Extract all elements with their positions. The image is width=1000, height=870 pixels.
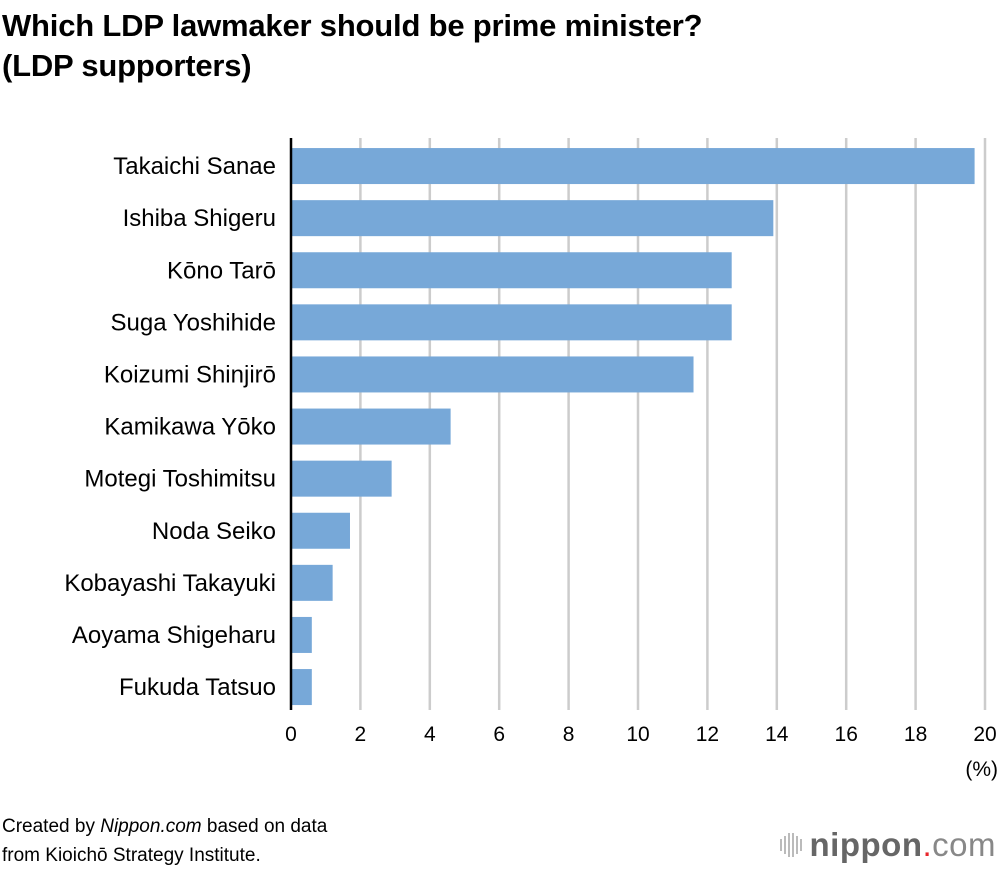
bar-chart: 0 2 4 6 8 10 12 14 16 18 20 Takaichi Sanae Ishiba Sh… [64, 138, 998, 781]
logo-name: nippon [809, 826, 923, 863]
x-tick-label: 10 [626, 723, 649, 746]
logo-dot: . [922, 826, 933, 863]
x-tick-label: 0 [285, 723, 297, 746]
category-label: Kobayashi Takayuki [64, 570, 276, 597]
source-credit: Created by Nippon.com based on data from… [2, 812, 327, 870]
category-label: Koizumi Shinjirō [104, 361, 276, 388]
x-tick-label: 18 [904, 723, 927, 746]
x-tick-label: 2 [355, 723, 367, 746]
chart-title: Which LDP lawmaker should be prime minis… [2, 6, 703, 86]
x-tick-label: 20 [973, 723, 996, 746]
bar [291, 669, 312, 706]
category-label: Kōno Tarō [167, 257, 276, 284]
x-axis-unit-label: (%) [965, 758, 998, 781]
category-label: Ishiba Shigeru [123, 205, 276, 232]
bar [291, 148, 975, 185]
bar [291, 304, 732, 341]
x-tick-label: 16 [835, 723, 858, 746]
category-label: Noda Seiko [152, 518, 276, 545]
logo-mark-icon [779, 833, 802, 857]
x-tick-label: 6 [493, 723, 505, 746]
credit-line2: from Kioichō Strategy Institute. [2, 845, 261, 866]
credit-suffix: based on data [201, 816, 328, 837]
category-label: Fukuda Tatsuo [119, 674, 276, 701]
bar [291, 616, 312, 653]
bar [291, 564, 333, 601]
bar [291, 200, 774, 237]
x-tick-label: 12 [696, 723, 719, 746]
category-label: Motegi Toshimitsu [84, 466, 276, 493]
x-tick-label: 4 [424, 723, 436, 746]
credit-source: Nippon.com [100, 816, 202, 837]
category-label: Suga Yoshihide [111, 309, 277, 336]
category-label: Takaichi Sanae [113, 153, 276, 180]
x-tick-label: 8 [563, 723, 575, 746]
bar [291, 252, 732, 289]
credit-prefix: Created by [2, 816, 101, 837]
bar [291, 512, 350, 549]
chart-title-line2: (LDP supporters) [2, 48, 252, 83]
bar [291, 356, 694, 393]
nippon-logo: nippon. com [779, 826, 996, 864]
x-tick-label: 14 [765, 723, 789, 746]
logo-tld: com [932, 826, 996, 863]
bar [291, 460, 392, 497]
category-label: Aoyama Shigeharu [72, 622, 276, 649]
chart-title-line1: Which LDP lawmaker should be prime minis… [2, 8, 703, 43]
category-label: Kamikawa Yōko [104, 414, 276, 441]
bar [291, 408, 451, 445]
